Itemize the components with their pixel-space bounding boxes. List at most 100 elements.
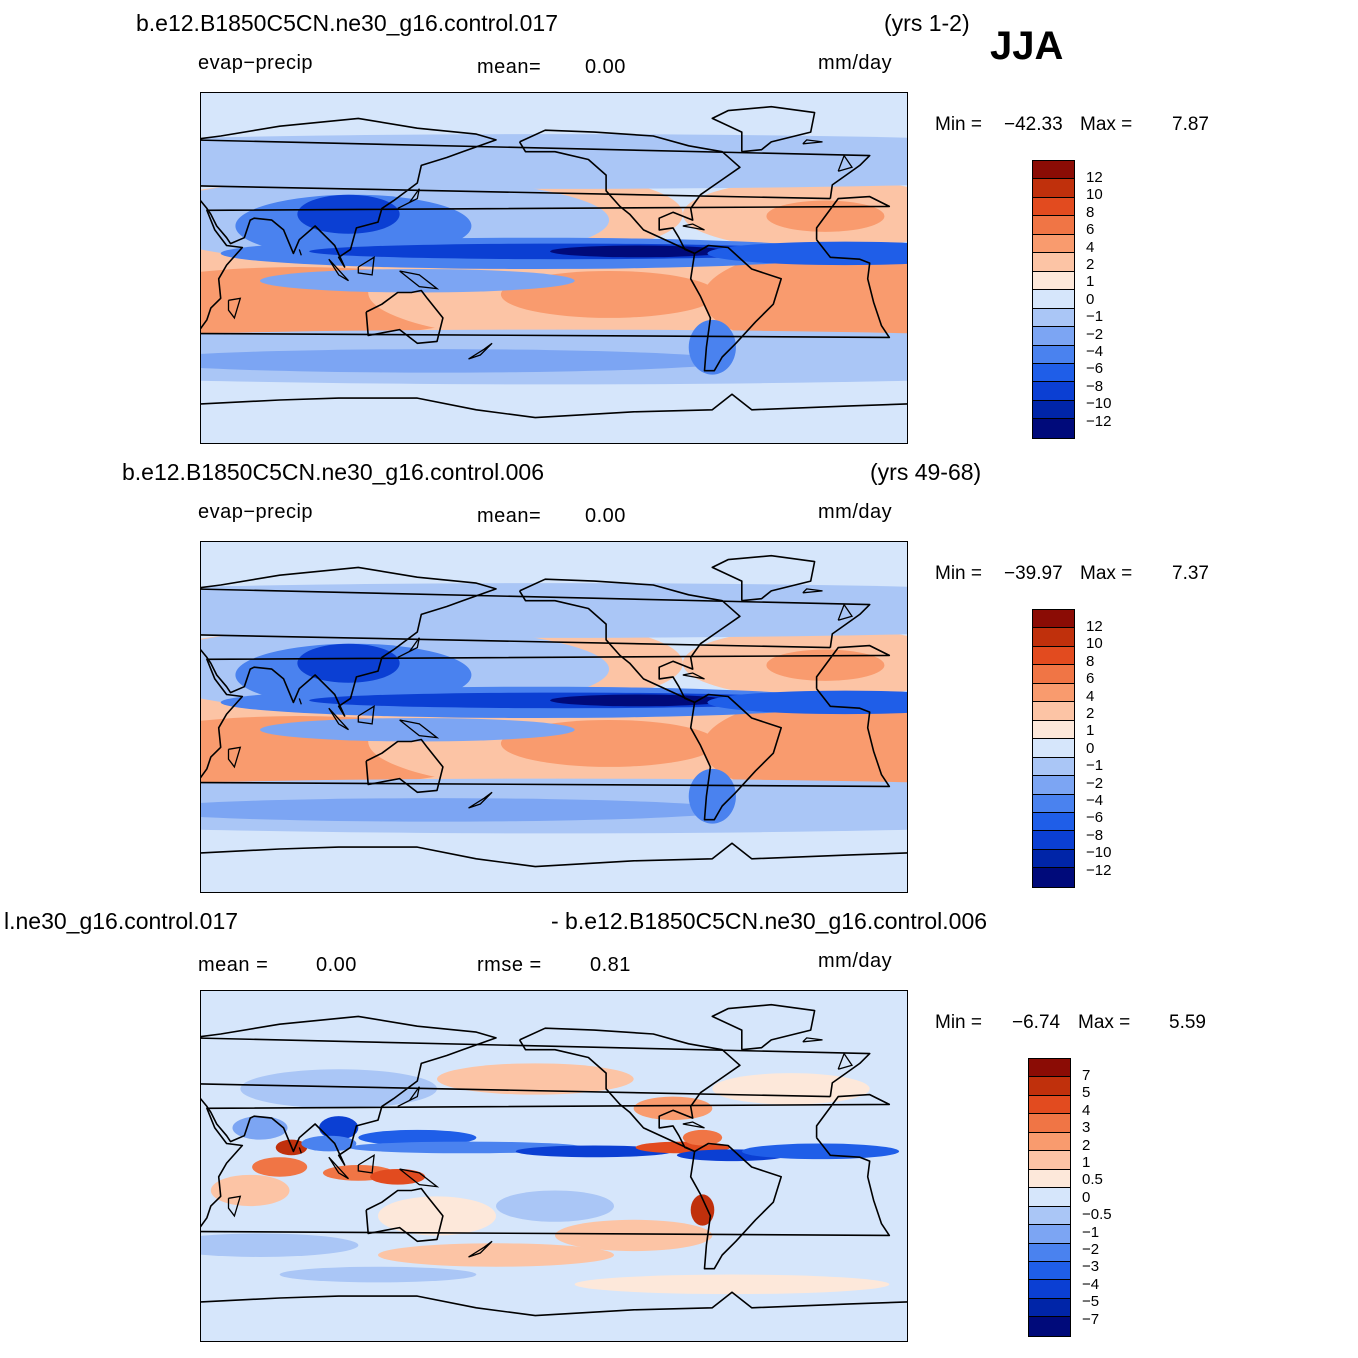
coastline	[399, 719, 440, 739]
field-contour	[201, 1233, 359, 1257]
coastline	[298, 698, 302, 705]
colorbar-swatch	[1033, 812, 1074, 832]
field-contour	[301, 1135, 357, 1152]
field-contour	[550, 245, 728, 258]
units-label: mm/day	[818, 52, 893, 74]
colorbar-tick-label: −2	[1086, 774, 1104, 792]
colorbar-swatch	[1033, 382, 1074, 401]
coastline	[201, 1093, 891, 1237]
panel-difference: l.ne30_g16.control.017 - b.e12.B1850C5CN…	[0, 898, 1358, 1347]
colorbar-tick-label: −12	[1086, 412, 1112, 430]
colorbar-tick-label: 8	[1086, 203, 1095, 221]
coastline	[682, 223, 705, 231]
colorbar-tick-label: 0.5	[1082, 1171, 1103, 1189]
colorbar-tick-label: 1	[1086, 722, 1095, 740]
colorbar-swatch	[1033, 419, 1074, 438]
colorbar-tick-label: 4	[1086, 238, 1095, 256]
field-contour	[297, 194, 400, 234]
coastline	[689, 244, 783, 372]
colorbar-swatch	[1029, 1095, 1070, 1115]
colorbar-tick-label: 2	[1082, 1136, 1091, 1154]
field-contour	[550, 694, 728, 707]
colorbar-tick-label: 12	[1086, 169, 1103, 186]
min-label: Min =	[935, 563, 982, 584]
colorbar-tick-label: −8	[1086, 826, 1104, 844]
max-label: Max =	[1080, 563, 1133, 584]
coastline	[689, 1142, 783, 1270]
colorbar-swatch	[1033, 849, 1074, 869]
coastline	[201, 117, 871, 268]
coastline	[399, 1168, 440, 1188]
years-label: (yrs 1-2)	[884, 10, 970, 36]
colorbar	[1028, 1058, 1071, 1337]
colorbar-tick-label: −5	[1082, 1293, 1100, 1311]
colorbar-swatch	[1033, 197, 1074, 217]
colorbar-swatch	[1033, 345, 1074, 364]
colorbar-tick-label: 7	[1082, 1067, 1091, 1084]
colorbar-swatch	[1029, 1077, 1070, 1096]
colorbar-swatch	[1029, 1114, 1070, 1133]
colorbar-tick-label: −4	[1086, 792, 1104, 809]
colorbar-tick-label: 12	[1086, 618, 1103, 635]
colorbar-swatch	[1029, 1280, 1070, 1299]
colorbar-swatch	[1033, 179, 1074, 198]
colorbar-swatch	[1033, 720, 1074, 740]
colorbar-swatch	[1029, 1225, 1070, 1244]
max-value: 7.37	[1172, 563, 1209, 584]
field-contour	[378, 1243, 614, 1267]
colorbar-swatch	[1033, 400, 1074, 420]
coastline	[201, 1291, 907, 1317]
colorbar-swatch	[1033, 831, 1074, 850]
case-title-left: l.ne30_g16.control.017	[4, 908, 239, 934]
coastline	[711, 1003, 816, 1051]
coastline	[328, 707, 349, 731]
max-value: 5.59	[1169, 1012, 1206, 1033]
colorbar-tick-label: −10	[1086, 844, 1112, 862]
colorbar-swatch	[1029, 1188, 1070, 1207]
field-contour	[496, 1190, 614, 1222]
colorbar-tick-label: −7	[1082, 1310, 1100, 1328]
colorbar-tick-label: 10	[1086, 186, 1103, 204]
coastline	[201, 195, 891, 339]
max-value: 7.87	[1172, 114, 1209, 135]
colorbar-swatch	[1033, 868, 1074, 887]
colorbar-swatch	[1033, 646, 1074, 666]
field-contour	[240, 1069, 437, 1109]
colorbar-swatch	[1033, 739, 1074, 758]
coastline	[227, 1195, 242, 1218]
colorbar-tick-label: 2	[1086, 705, 1095, 722]
variable-label: evap−precip	[198, 52, 314, 74]
colorbar-swatch	[1029, 1243, 1070, 1262]
coastline	[468, 1240, 493, 1258]
coastline	[468, 342, 493, 360]
colorbar-tick-label: −2	[1086, 325, 1104, 343]
coastline	[227, 297, 242, 320]
colorbar-swatch	[1033, 308, 1074, 328]
colorbar-tick-label: −2	[1082, 1241, 1100, 1258]
coastline	[468, 791, 493, 809]
mean-label: mean=	[477, 56, 542, 78]
mean-value: 0.00	[585, 56, 626, 78]
colorbar-swatch	[1033, 794, 1074, 813]
colorbar-swatch	[1033, 628, 1074, 647]
colorbar-swatch	[1033, 702, 1074, 721]
colorbar-swatch	[1033, 363, 1074, 383]
field-contour	[378, 1196, 496, 1236]
field-contour	[201, 798, 732, 822]
coastline	[365, 738, 444, 794]
colorbar-tick-label: 1	[1086, 273, 1095, 291]
coastline	[201, 644, 891, 788]
colorbar-swatch	[1029, 1261, 1070, 1281]
colorbar	[1032, 160, 1075, 439]
colorbar-swatch	[1033, 665, 1074, 684]
map-plot	[200, 92, 908, 444]
field-contour	[210, 1174, 290, 1207]
colorbar-tick-label: 0	[1082, 1188, 1091, 1206]
coastline	[802, 139, 823, 145]
map-plot	[200, 990, 908, 1342]
field-contour	[260, 718, 575, 742]
variable-label: evap−precip	[198, 501, 314, 523]
colorbar-swatch	[1029, 1298, 1070, 1318]
min-value: −6.74	[1012, 1012, 1061, 1033]
field-contour	[741, 1143, 900, 1160]
